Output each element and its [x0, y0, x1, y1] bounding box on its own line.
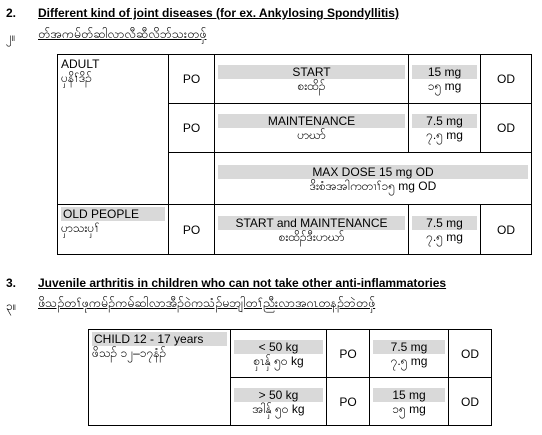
section-3-my-title: ဖိသၣ်တၢ်ဖုကမ်ၣ်ကမ်ဆါလာအီၣ်ဝဲကသံၣ်မဘျါတၢ်… — [38, 296, 376, 310]
start-cell: START စးထိၣ် — [214, 54, 409, 104]
route-po: PO — [168, 103, 215, 153]
start-dose-cell: 15 mg ၁၅ mg — [408, 54, 481, 104]
table-row: PO MAINTENANCE ပာဃာ် 7.5 mg ၇.၅ mg OD — [58, 103, 532, 153]
frequency-od: OD — [480, 204, 532, 255]
blank-cell — [168, 152, 215, 205]
max-dose-label: MAX DOSE 15 mg OD — [218, 164, 528, 179]
old-dose-mg-my: ၇.၅ mg — [426, 229, 463, 244]
old-people-label: OLD PEOPLE — [61, 207, 165, 221]
weight-lt-cell: < 50 kg စှၤနှ် ၅၀ kg — [230, 329, 327, 378]
weight-lt-label-my: စှၤနှ် ၅၀ kg — [253, 353, 304, 368]
adult-cell: ADULT ပှနိၢ်ဒိၣ် — [57, 54, 169, 205]
start-label-my: စးထိၣ် — [297, 79, 326, 93]
gt-dose-cell: 15 mg ၁၅ mg — [369, 377, 449, 426]
start-dose: 15 mg — [412, 65, 477, 79]
gt-dose: 15 mg — [373, 387, 445, 402]
weight-gt-cell: > 50 kg အါနှ် ၅၀ kg — [230, 377, 327, 426]
old-dose-mg-cell: 7.5 mg ၇.၅ mg — [408, 204, 481, 255]
frequency-od: OD — [480, 54, 532, 104]
child-label: CHILD 12 - 17 years — [92, 332, 227, 346]
frequency-od: OD — [448, 329, 492, 378]
max-dose-cell: MAX DOSE 15 mg OD ဒိးစံအအါကတၢၢ်၁၅ mg OD — [214, 152, 532, 205]
old-dose-mg: 7.5 mg — [412, 215, 477, 230]
maintenance-cell: MAINTENANCE ပာဃာ် — [214, 103, 409, 153]
table-row: MAX DOSE 15 mg OD ဒိးစံအအါကတၢၢ်၁၅ mg OD — [58, 152, 532, 205]
child-label-my: ဖိသၣ် ၁၂–၁၇နံၣ် — [92, 346, 167, 360]
frequency-od: OD — [448, 377, 492, 426]
route-po: PO — [168, 54, 215, 104]
table-row: CHILD 12 - 17 years ဖိသၣ် ၁၂–၁၇နံၣ် < 50… — [88, 329, 492, 426]
weight-lt-label: < 50 kg — [234, 339, 323, 354]
maintenance-dose-cell: 7.5 mg ၇.၅ mg — [408, 103, 481, 153]
route-po: PO — [326, 377, 370, 426]
maintenance-label-my: ပာဃာ် — [297, 128, 326, 142]
section-2-title: Different kind of joint diseases (for ex… — [38, 6, 399, 20]
section-3-my-number: ၃။ — [6, 299, 17, 313]
maintenance-dose: 7.5 mg — [412, 114, 477, 128]
lt-dose-my: ၇.၅ mg — [390, 353, 428, 368]
dosage-table-adult: ADULT ပှနိၢ်ဒိၣ် PO START စးထိၣ် 15 mg ၁… — [57, 54, 532, 255]
section-3-title: Juvenile arthritis in children who can n… — [38, 276, 447, 290]
section-2-number: 2. — [6, 6, 17, 20]
dosage-table-child: CHILD 12 - 17 years ဖိသၣ် ၁၂–၁၇နံၣ် < 50… — [88, 329, 492, 426]
section-2-my-title: တ်အကမ်တ်ဆါလာလီဆီလိဘ်သးတဖှ် — [38, 27, 207, 41]
weight-gt-label: > 50 kg — [234, 387, 323, 402]
lt-dose-cell: 7.5 mg ၇.၅ mg — [369, 329, 449, 378]
old-people-label-my: ပှာသးပှၢ် — [61, 221, 100, 235]
table-row: > 50 kg အါနှ် ၅၀ kg PO 15 mg ၁၅ mg OD — [89, 377, 492, 426]
child-cell: CHILD 12 - 17 years ဖိသၣ် ၁၂–၁၇နံၣ် — [88, 329, 231, 426]
old-dose-cell: START and MAINTENANCE စးထိၣ်ဒီးပာဃာ် — [214, 204, 409, 255]
maintenance-dose-my: ၇.၅ mg — [426, 128, 463, 142]
start-label: START — [218, 65, 405, 79]
table-row: ADULT ပှနိၢ်ဒိၣ် PO START စးထိၣ် 15 mg ၁… — [57, 54, 532, 205]
route-po: PO — [168, 204, 215, 255]
maintenance-label: MAINTENANCE — [218, 114, 405, 128]
section-2-my-number: ၂။ — [6, 30, 16, 44]
old-dose-label-my: စးထိၣ်ဒီးပာဃာ် — [278, 229, 345, 244]
lt-dose: 7.5 mg — [373, 339, 445, 354]
max-dose-label-my: ဒိးစံအအါကတၢၢ်၁၅ mg OD — [309, 178, 437, 193]
adult-label: ADULT — [61, 57, 100, 71]
table-row: OLD PEOPLE ပှာသးပှၢ် PO START and MAINTE… — [57, 204, 532, 255]
old-dose-label: START and MAINTENANCE — [218, 215, 405, 230]
start-dose-my: ၁၅ mg — [427, 79, 462, 93]
frequency-od: OD — [480, 103, 532, 153]
section-3-number: 3. — [6, 276, 17, 290]
old-people-cell: OLD PEOPLE ပှာသးပှၢ် — [57, 204, 169, 255]
weight-gt-label-my: အါနှ် ၅၀ kg — [252, 401, 305, 416]
adult-label-my: ပှနိၢ်ဒိၣ် — [61, 71, 92, 85]
route-po: PO — [326, 329, 370, 378]
gt-dose-my: ၁၅ mg — [392, 401, 426, 416]
